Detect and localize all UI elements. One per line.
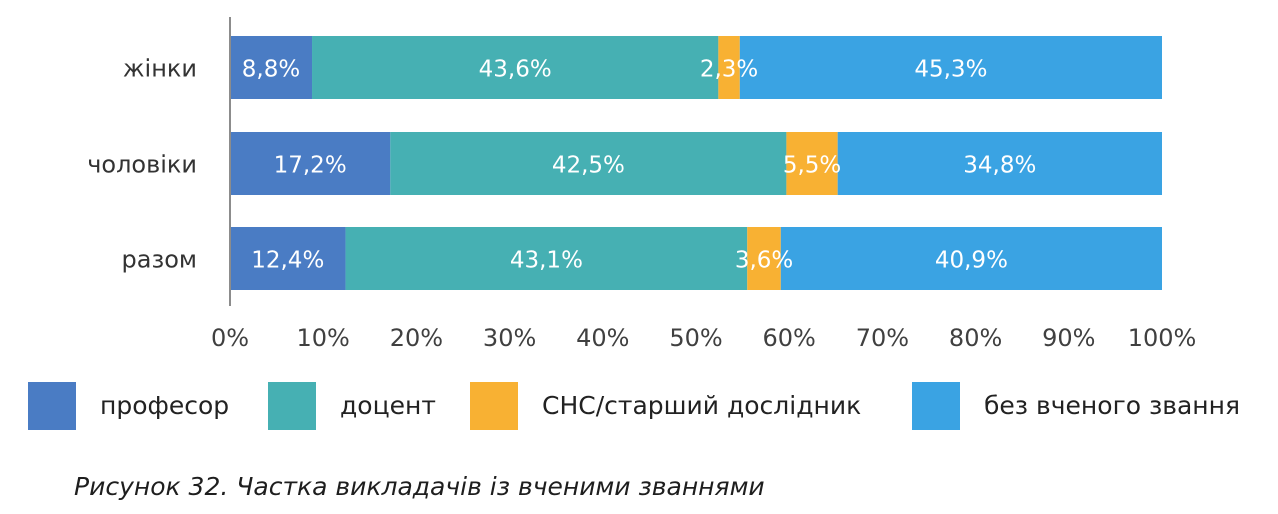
- legend-swatch: [912, 382, 960, 430]
- category-label: жінки: [123, 55, 197, 83]
- x-tick-label: 20%: [390, 324, 443, 352]
- x-tick-label: 100%: [1128, 324, 1197, 352]
- legend-swatch: [268, 382, 316, 430]
- figure-caption: Рисунок 32. Частка викладачів із вченими…: [74, 472, 765, 501]
- bar-segment: [312, 36, 719, 99]
- bar-segment: [390, 132, 787, 195]
- data-label: 2,3%: [700, 57, 758, 83]
- data-label: 40,9%: [935, 248, 1008, 274]
- x-tick-label: 80%: [949, 324, 1002, 352]
- category-label: разом: [122, 246, 198, 274]
- x-tick-label: 0%: [211, 324, 249, 352]
- bar-segment: [230, 132, 391, 195]
- data-label: 43,6%: [479, 57, 552, 83]
- legend-swatch: [470, 382, 518, 430]
- bar-segment: [230, 36, 313, 99]
- bar-segment: [739, 36, 1162, 99]
- data-label: 43,1%: [510, 248, 583, 274]
- x-tick-label: 50%: [669, 324, 722, 352]
- data-label: 5,5%: [783, 153, 841, 179]
- data-label: 34,8%: [963, 153, 1036, 179]
- x-tick-label: 30%: [483, 324, 536, 352]
- legend-swatch: [28, 382, 76, 430]
- bar-segment: [345, 227, 748, 290]
- x-tick-label: 40%: [576, 324, 629, 352]
- x-tick-label: 90%: [1042, 324, 1095, 352]
- legend-label: без вченого звання: [984, 391, 1241, 420]
- legend-label: СНС/старший дослідник: [542, 391, 862, 420]
- category-label: чоловіки: [87, 151, 197, 179]
- legend-label: професор: [100, 391, 230, 420]
- data-label: 17,2%: [274, 153, 347, 179]
- data-label: 8,8%: [242, 57, 300, 83]
- data-label: 3,6%: [735, 248, 793, 274]
- bar-segment: [837, 132, 1162, 195]
- bar-segment: [718, 36, 740, 99]
- data-label: 45,3%: [914, 57, 987, 83]
- legend: професор доцент СНС/старший дослідник без в…: [28, 382, 1268, 430]
- bar-segment: [747, 227, 781, 290]
- legend-label: доцент: [340, 391, 436, 420]
- data-label: 12,4%: [251, 248, 324, 274]
- bar-segment: [780, 227, 1162, 290]
- bar-segment: [230, 227, 346, 290]
- x-tick-label: 70%: [856, 324, 909, 352]
- x-tick-label: 10%: [297, 324, 350, 352]
- data-label: 42,5%: [552, 153, 625, 179]
- stacked-bar-chart: 8,8% 43,6% 2,3% 45,3% жінки 17,2% 42,5% 5,5% 34,…: [87, 17, 1197, 352]
- x-tick-label: 60%: [763, 324, 816, 352]
- bar-segment: [786, 132, 838, 195]
